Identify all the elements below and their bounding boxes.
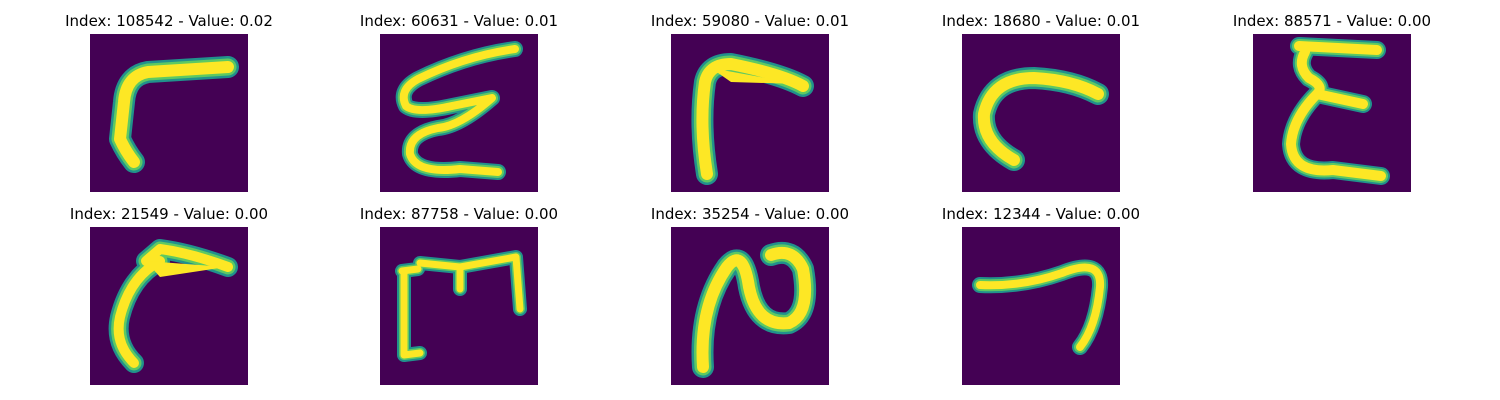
stroke-glyph-a bbox=[109, 56, 239, 173]
panel-title: Index: 60631 - Value: 0.01 bbox=[359, 12, 559, 30]
panel-title: Index: 88571 - Value: 0.00 bbox=[1232, 12, 1432, 30]
panel-title: Index: 35254 - Value: 0.00 bbox=[650, 205, 850, 223]
stroke-glyph-c bbox=[691, 53, 814, 185]
stroke-glyph-e bbox=[1282, 37, 1390, 185]
image-panel bbox=[380, 227, 538, 385]
panel-title: Index: 18680 - Value: 0.01 bbox=[941, 12, 1141, 30]
image-panel bbox=[1253, 34, 1411, 192]
stroke-glyph-b bbox=[395, 41, 523, 180]
image-panel bbox=[671, 227, 829, 385]
image-panel bbox=[380, 34, 538, 192]
panel-title: Index: 21549 - Value: 0.00 bbox=[69, 205, 269, 223]
image-panel bbox=[671, 34, 829, 192]
stroke-glyph-h bbox=[691, 241, 817, 378]
image-panel bbox=[90, 34, 248, 192]
stroke-glyph-d bbox=[972, 67, 1109, 171]
image-panel bbox=[962, 34, 1120, 192]
panel-title: Index: 59080 - Value: 0.01 bbox=[650, 12, 850, 30]
stroke-glyph-g bbox=[395, 250, 527, 362]
stroke-glyph-f bbox=[108, 239, 238, 373]
image-panel bbox=[962, 227, 1120, 385]
image-panel bbox=[90, 227, 248, 385]
panel-title: Index: 87758 - Value: 0.00 bbox=[359, 205, 559, 223]
panel-title: Index: 12344 - Value: 0.00 bbox=[941, 205, 1141, 223]
stroke-glyph-i bbox=[972, 259, 1109, 355]
panel-title: Index: 108542 - Value: 0.02 bbox=[65, 12, 273, 30]
